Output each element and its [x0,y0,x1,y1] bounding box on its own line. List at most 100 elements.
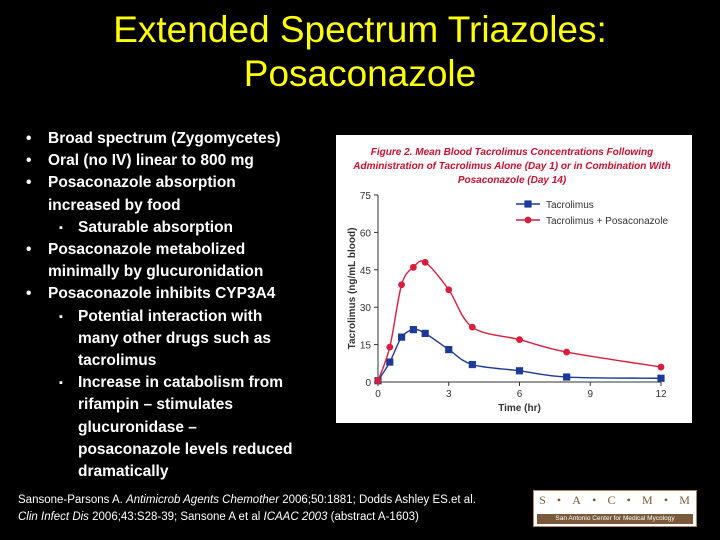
logo-subtitle: San Antonio Center for Medical Mycology [537,514,693,524]
bullet-item: • Oral (no IV) linear to 800 mg [26,150,336,172]
journal-name: ICAAC 2003 [263,510,328,523]
bullet-item: • Posaconazole inhibits CYP3A4 [26,283,336,305]
data-point-square [657,374,665,382]
logo-letter: C [607,493,617,507]
chart-title: Posaconazole (Day 14) [458,175,567,186]
data-point-square [445,345,453,354]
y-tick-label: 75 [360,191,372,202]
bullet-text: Oral (no IV) linear to 800 mg [48,152,254,170]
y-tick-label: 45 [360,266,372,277]
bullet-icon: • [26,285,32,303]
sub-bullet-text: many other drugs such as [78,329,271,347]
data-point-square [563,373,571,381]
data-point-square [421,329,429,337]
bullet-icon: • [26,174,32,192]
sub-bullet-icon: ▪ [59,221,63,234]
y-tick-label: 60 [360,228,372,239]
series-line [377,260,662,381]
bullet-text: minimally by glucuronidation [48,263,264,281]
chart-title: Administration of Tacrolimus Alone (Day … [352,161,671,172]
data-point-circle [386,343,394,351]
citation-text: (abstract A-1603) [327,510,419,523]
data-point-circle [468,323,476,331]
sub-bullet-text: Increase in catabolism from [78,374,284,392]
slide-title-line-1: Extended Spectrum Triazoles: [113,9,607,50]
logo-letters: S • A • C • M • M [534,493,696,508]
x-tick-label: 6 [517,389,523,400]
citation: Sansone-Parsons A. Antimicrob Agents Che… [18,492,518,525]
x-axis-label: Time (hr) [498,403,541,414]
bullet-icon: • [26,241,32,259]
chart-title: Figure 2. Mean Blood Tacrolimus Concentr… [371,147,653,158]
logo-letter: M [679,493,691,507]
logo-letter: M [642,493,654,507]
legend-marker [524,200,532,208]
data-point-square [397,333,406,341]
data-point-circle [516,336,523,344]
sub-bullet-text: glucuronidase – [78,418,197,436]
bullet-text: Broad spectrum (Zygomycetes) [48,130,281,147]
x-tick-label: 0 [375,389,381,400]
sub-bullet-text: Potential interaction with [78,307,263,325]
bullet-text: Posaconazole inhibits CYP3A4 [48,285,276,303]
bullet-text: Posaconazole metabolized [48,241,246,259]
sub-bullet-icon: ▪ [59,377,63,390]
logo-letter: S [539,493,547,507]
citation-line-2: Clin Infect Dis 2006;43:S28-39; Sansone … [18,509,518,526]
citation-line-1: Sansone-Parsons A. Antimicrob Agents Che… [18,492,518,509]
data-point-circle [398,281,405,289]
data-point-circle [563,348,571,356]
sub-bullet-item: ▪ Saturable absorption [26,217,336,239]
sub-bullet-icon: ▪ [59,310,63,323]
bullet-icon: • [26,130,32,147]
journal-name: Antimicrob Agents Chemother [126,494,280,506]
sub-bullet-text: dramatically [78,463,169,481]
sub-bullet-text: rifampin – stimulates [78,396,234,414]
bullet-icon: • [26,152,32,170]
y-tick-label: 0 [365,378,371,389]
logo-separator: • [556,493,563,507]
data-point-square [386,358,394,366]
citation-text: Sansone-Parsons A. [18,494,127,506]
legend-label: Tacrolimus [546,200,594,211]
sub-bullet-text: posaconazole levels reduced [78,440,293,458]
sacmm-logo: S • A • C • M • M San Antonio Center for… [533,490,697,527]
slide-title-line-2: Posaconazole [243,53,477,94]
logo-separator: • [626,493,632,507]
data-point-circle [445,286,453,294]
x-tick-label: 3 [446,389,452,400]
tacrolimus-chart: Figure 2. Mean Blood Tacrolimus Concentr… [347,147,671,414]
data-point-square [515,367,524,375]
x-tick-label: 9 [587,389,593,400]
bullet-text: Posaconazole absorption [48,174,236,192]
data-point-circle [421,258,429,266]
bullet-item: • Broad spectrum (Zygomycetes) [26,128,336,150]
series-line [377,328,662,382]
data-point-circle [409,263,417,271]
logo-separator: • [592,493,598,507]
data-point-square [468,360,476,369]
bullet-text: increased by food [48,196,181,214]
journal-name: Clin Infect Dis [18,510,89,523]
citation-text: 2006;50:1881; Dodds Ashley ES.et al. [279,494,476,506]
x-tick-label: 12 [655,389,667,400]
y-tick-label: 30 [360,303,372,314]
bullet-list: • Broad spectrum (Zygomycetes) • Oral (n… [26,128,336,483]
figure-panel: Figure 2. Mean Blood Tacrolimus Concentr… [336,135,692,423]
y-axis-label: Tacrolimus (ng/mL blood) [347,228,358,350]
y-tick-label: 15 [360,341,372,352]
slide-title: Extended Spectrum Triazoles: Posaconazol… [20,8,700,96]
sub-bullet-text: Saturable absorption [78,218,234,236]
legend-marker [524,216,532,224]
sub-bullet-item: ▪ Potential interaction with many other … [26,306,336,373]
sub-bullet-item: ▪ Increase in catabolism from rifampin –… [26,372,336,483]
bullet-item: • Posaconazole metabolized minimally by … [26,239,336,283]
citation-text: 2006;43:S28-39; Sansone A et al [88,510,264,523]
data-point-circle [657,363,665,371]
logo-separator: • [663,493,670,507]
bullet-item: • Posaconazole absorption increased by f… [26,172,336,216]
legend-label: Tacrolimus + Posaconazole [546,216,668,227]
sub-bullet-text: tacrolimus [78,352,157,370]
data-point-circle [374,377,382,385]
logo-letter: A [572,493,582,507]
